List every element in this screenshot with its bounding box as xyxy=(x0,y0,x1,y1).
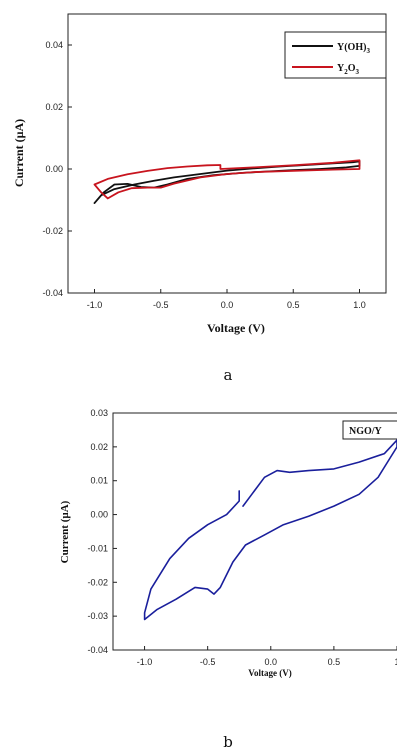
legend-yoh3-base: Y(OH) xyxy=(337,42,366,53)
a-series-line-1 xyxy=(93,159,361,200)
chart-b-legend-box xyxy=(342,420,397,440)
chart-b-legend-label: NGO/Y xyxy=(349,426,383,437)
chart-a-legend-label-y2o3: Y2O3 xyxy=(337,63,360,76)
b-y-tick-label-3: -0.01 xyxy=(87,543,108,553)
chart-b-y-ticks: -0.04 -0.03 -0.02 -0.01 0.00 0.01 0.02 0.03 xyxy=(87,408,117,655)
a-y-tick-label-0: -0.04 xyxy=(42,288,63,298)
b-x-tick-label-2: 0.0 xyxy=(265,657,278,667)
a-x-tick-label-4: 1.0 xyxy=(353,300,366,310)
b-y-tick-label-5: 0.01 xyxy=(90,476,108,486)
b-y-tick-label-7: 0.03 xyxy=(90,408,108,418)
chart-b-series xyxy=(143,439,397,621)
b-x-tick-label-0: -1.0 xyxy=(137,657,153,667)
b-x-tick-label-4: 1 xyxy=(394,657,397,667)
chart-b-legend: NGO/Y xyxy=(342,420,397,440)
chart-b-y-axis-label: Current (µA) xyxy=(59,500,71,563)
chart-b-x-axis-label: Voltage (V) xyxy=(248,668,291,678)
legend-y2o3-sub2: 3 xyxy=(356,68,360,76)
b-y-tick-label-2: -0.02 xyxy=(87,577,108,587)
b-x-tick-label-1: -0.5 xyxy=(200,657,216,667)
legend-y2o3-sub: 2 xyxy=(344,68,348,76)
a-y-tick-label-1: -0.02 xyxy=(42,226,63,236)
a-x-tick-label-0: -1.0 xyxy=(87,300,103,310)
chart-a-x-axis-label: Voltage (V) xyxy=(207,321,265,335)
chart-a-legend-label-yoh3: Y(OH)3 xyxy=(337,42,370,55)
legend-yoh3-sub: 3 xyxy=(366,47,370,55)
chart-b: -0.04-0.03-0.02-0.010.000.010.020.03 -1.… xyxy=(59,408,397,751)
b-series-line-0 xyxy=(143,439,397,621)
chart-b-caption: b xyxy=(223,733,233,751)
chart-a-legend-box xyxy=(284,31,387,79)
b-x-tick-label-3: 0.5 xyxy=(328,657,341,667)
a-series-line-0 xyxy=(93,160,361,205)
legend-y2o3-base2: O xyxy=(348,63,356,74)
a-y-tick-label-4: 0.04 xyxy=(45,40,63,50)
a-y-tick-label-2: 0.00 xyxy=(45,164,63,174)
chart-a-series xyxy=(93,159,361,205)
chart-b-x-ticks: -1.0 -0.5 0.0 0.5 1 xyxy=(137,646,397,667)
chart-a: -0.04 -0.02 0.00 0.02 0.04 -1.0 -0.5 0.0 0.5 1.0… xyxy=(12,13,387,384)
chart-a-y-ticks: -0.04 -0.02 0.00 0.02 0.04 xyxy=(42,40,72,298)
chart-a-x-ticks: -1.0 -0.5 0.0 0.5 1.0 xyxy=(87,289,366,310)
chart-a-legend: Y(OH)3 Y2O3 xyxy=(284,31,387,79)
b-y-tick-label-1: -0.03 xyxy=(87,611,108,621)
a-x-tick-label-3: 0.5 xyxy=(287,300,300,310)
a-x-tick-label-1: -0.5 xyxy=(153,300,169,310)
chart-a-caption: a xyxy=(224,366,233,384)
chart-a-y-axis-label: Current (µA) xyxy=(12,119,26,187)
a-x-tick-label-2: 0.0 xyxy=(221,300,234,310)
legend-y2o3-base: Y xyxy=(337,63,345,74)
a-y-tick-label-3: 0.02 xyxy=(45,102,63,112)
b-y-tick-label-4: 0.00 xyxy=(90,510,108,520)
b-y-tick-label-0: -0.04 xyxy=(87,645,108,655)
b-y-tick-label-6: 0.02 xyxy=(90,442,108,452)
chart-b-frame xyxy=(112,412,397,651)
